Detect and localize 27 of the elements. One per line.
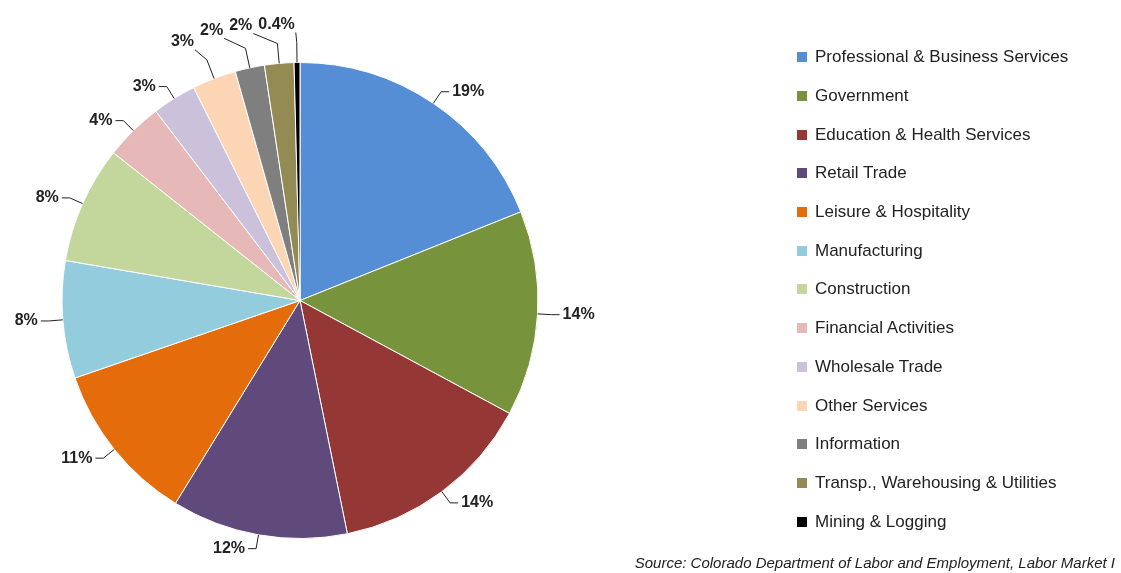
- legend-label: Government: [815, 85, 909, 108]
- legend-label: Transp., Warehousing & Utilities: [815, 471, 1057, 494]
- data-label: 14%: [461, 493, 494, 511]
- legend-label: Retail Trade: [815, 162, 907, 185]
- data-label: 14%: [562, 305, 595, 323]
- legend-label: Financial Activities: [815, 317, 954, 340]
- source-note: Source: Colorado Department of Labor and Employment, Labor Market I: [634, 554, 1115, 571]
- data-label: 3%: [132, 76, 156, 94]
- data-label: 19%: [452, 82, 485, 100]
- data-label: 2%: [200, 20, 224, 38]
- legend-label: Construction: [815, 278, 911, 301]
- data-label: 2%: [229, 15, 253, 33]
- data-label: 0.4%: [258, 14, 295, 32]
- legend-label: Mining & Logging: [815, 510, 947, 533]
- legend-label: Manufacturing: [815, 239, 923, 262]
- data-label: 8%: [14, 311, 38, 329]
- legend-label: Education & Health Services: [815, 123, 1031, 146]
- data-label: 4%: [89, 111, 113, 129]
- legend-label: Professional & Business Services: [815, 46, 1069, 69]
- data-label: 3%: [170, 32, 195, 50]
- legend-label: Other Services: [815, 394, 928, 417]
- data-label: 11%: [61, 448, 93, 466]
- legend-label: Leisure & Hospitality: [815, 201, 970, 224]
- legend-label: Wholesale Trade: [815, 355, 943, 378]
- data-label: 12%: [213, 539, 246, 557]
- data-label: 8%: [35, 188, 59, 206]
- legend-label: Information: [815, 433, 901, 456]
